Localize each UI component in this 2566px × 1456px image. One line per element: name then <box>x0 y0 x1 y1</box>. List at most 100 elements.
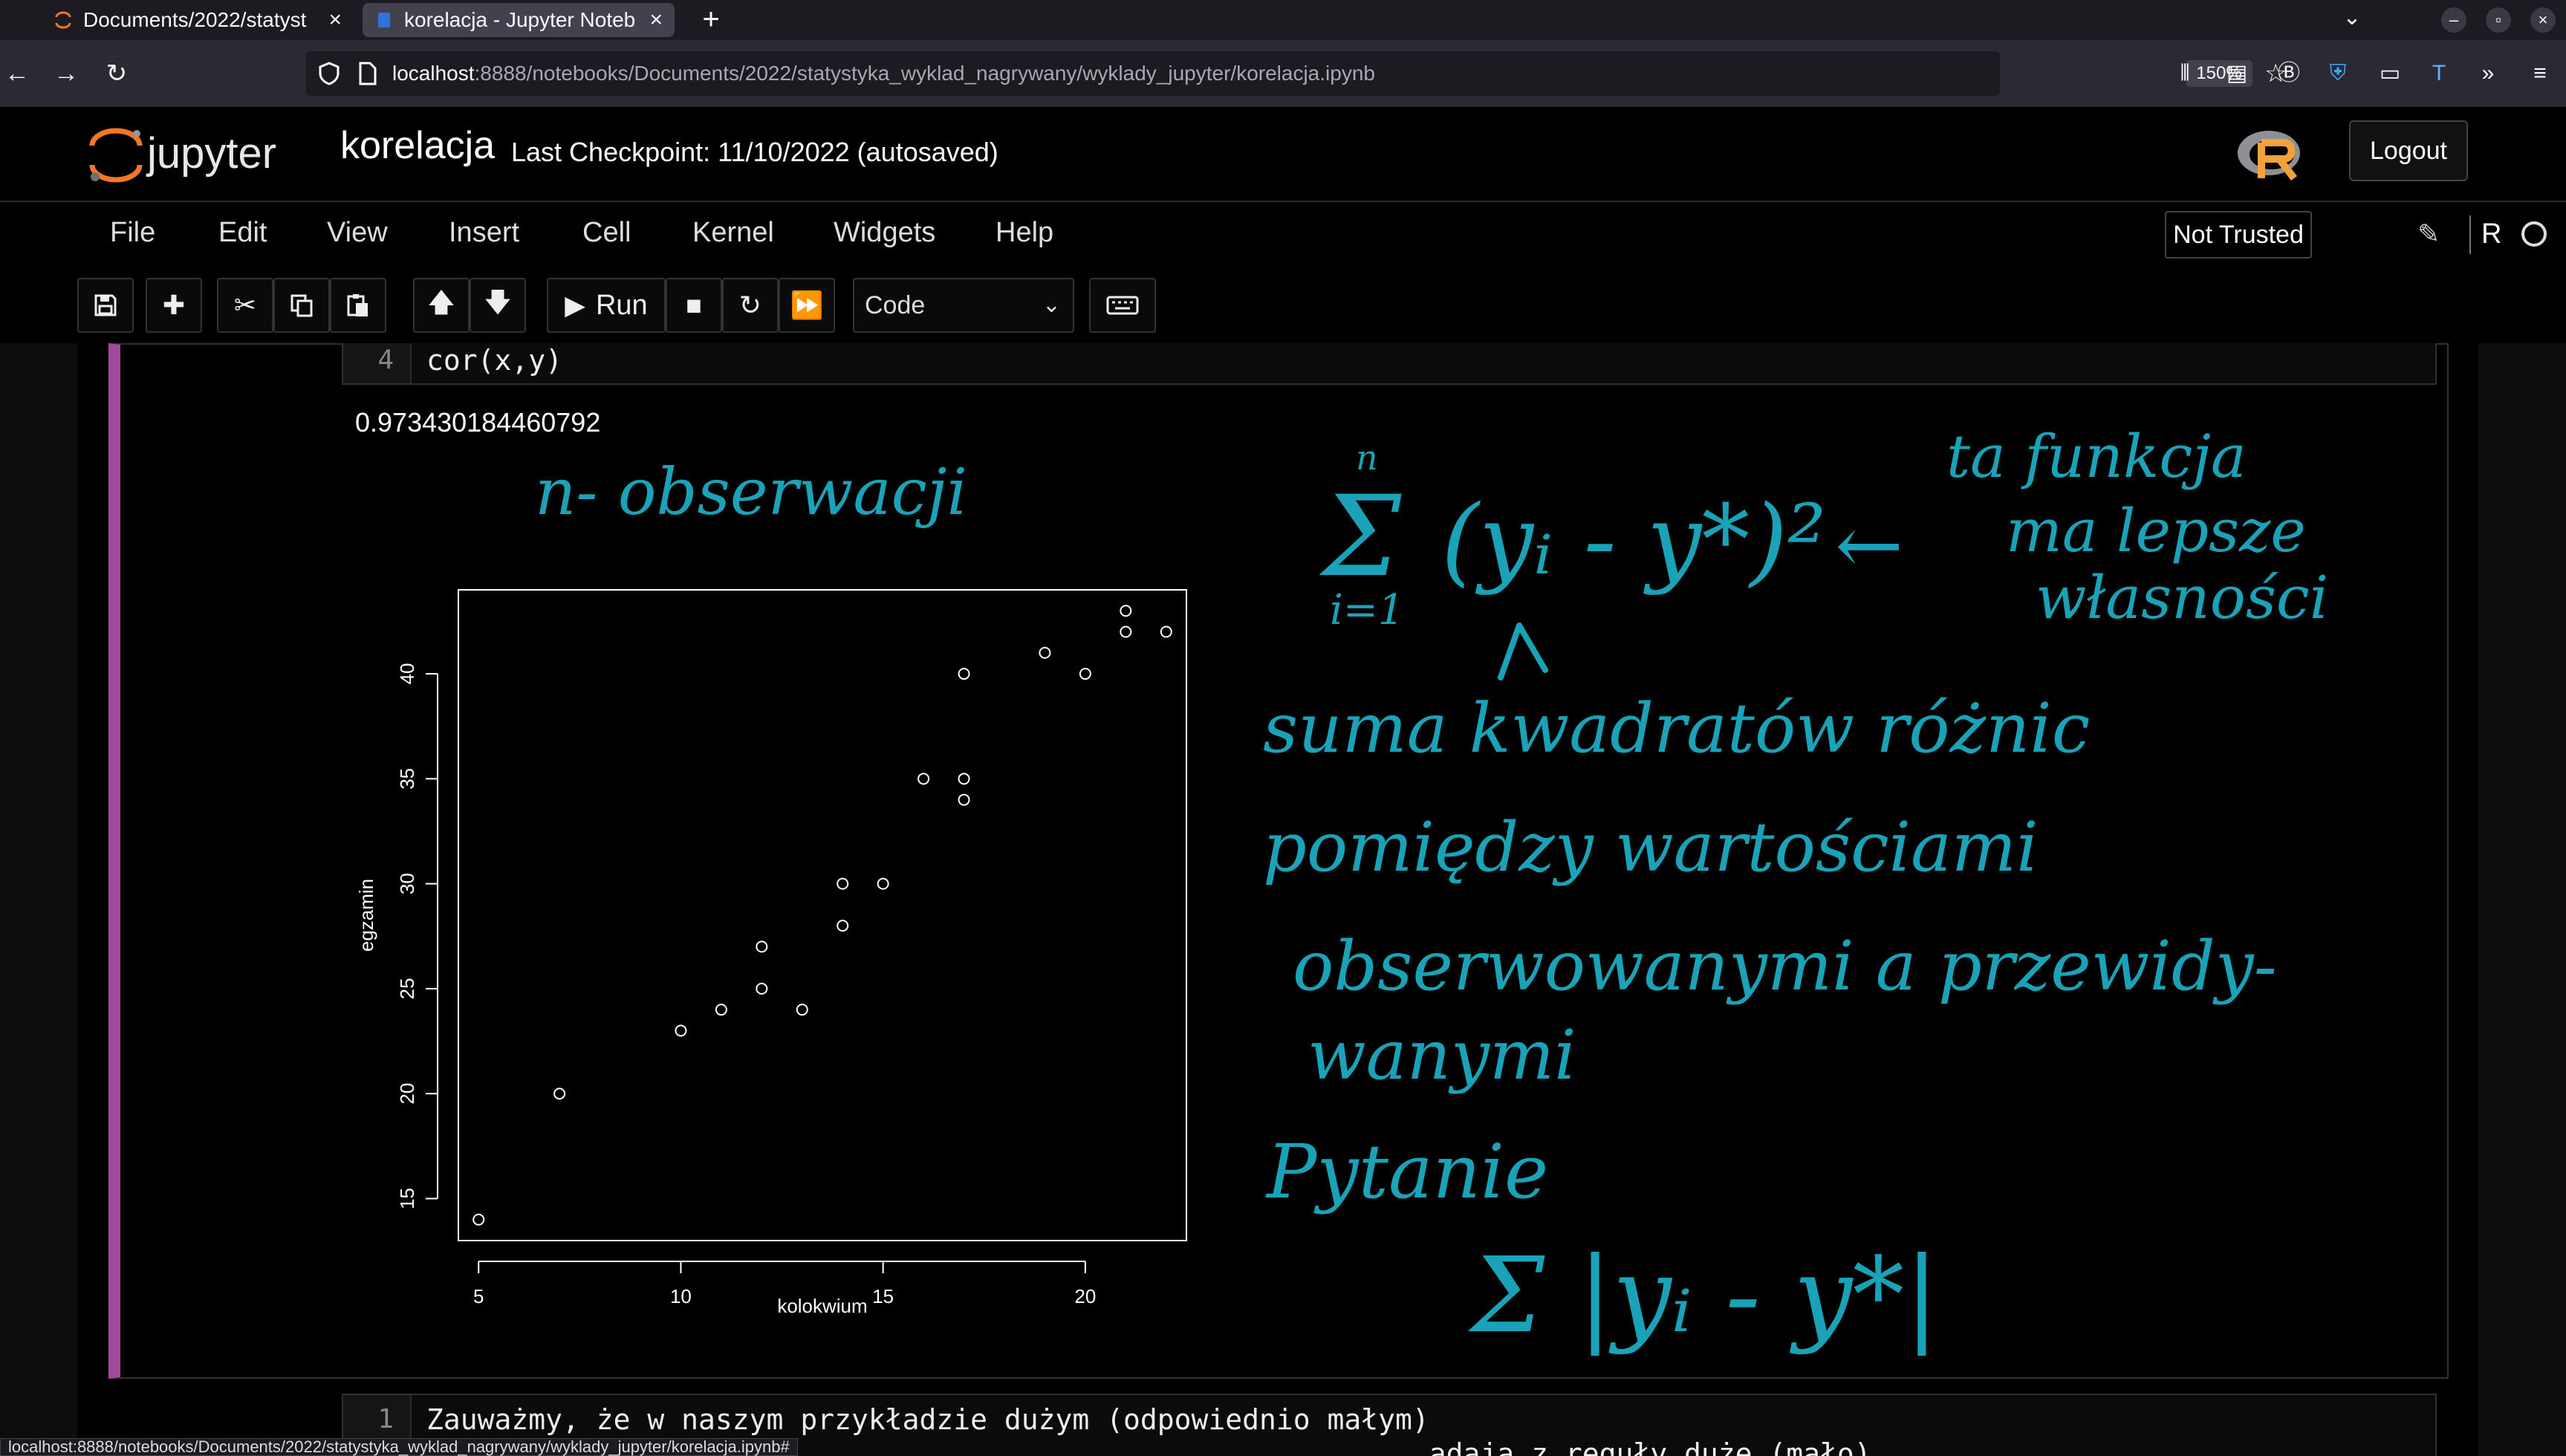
ink-n-observations: n- obserwacji <box>535 455 967 530</box>
menu-cell[interactable]: Cell <box>582 217 631 248</box>
tab-list-chevron-icon[interactable]: ⌄ <box>2342 5 2362 30</box>
y-axis: 15 20 25 30 35 40 <box>396 663 438 1209</box>
run-button[interactable]: ▶ Run <box>547 278 666 333</box>
overflow-chevrons-icon[interactable]: » <box>2481 61 2495 85</box>
menu-edit[interactable]: Edit <box>218 217 267 248</box>
keyboard-icon <box>1106 296 1139 315</box>
menu-view[interactable]: View <box>327 217 388 248</box>
data-points <box>472 605 1172 1226</box>
restart-run-all-button[interactable]: ⏩ <box>779 278 835 333</box>
translate-icon[interactable]: T <box>2432 61 2446 85</box>
scatter-plot: 5 10 15 20 15 20 25 30 35 40 kolokwium egzamin <box>355 589 1187 1317</box>
close-tab-icon[interactable]: × <box>328 7 342 32</box>
y-tick-label: 35 <box>396 768 418 790</box>
line-number: 4 <box>343 343 412 383</box>
tab-label: Documents/2022/statyst <box>83 8 307 31</box>
move-up-button[interactable]: 🡅 <box>413 278 470 333</box>
scatter-point <box>958 668 970 680</box>
close-tab-icon[interactable]: × <box>649 7 663 32</box>
zoom-level-badge[interactable]: 150% <box>2186 60 2252 87</box>
ink-question: Pytanie <box>1265 1128 1548 1215</box>
insert-cell-button[interactable]: ✚ <box>146 278 202 333</box>
code-text[interactable]: cor(x,y) <box>426 344 563 377</box>
forward-arrow-icon[interactable]: → <box>53 59 79 88</box>
plus-icon: ✚ <box>162 290 186 320</box>
hamburger-menu-icon[interactable]: ≡ <box>2533 61 2547 85</box>
copy-button[interactable] <box>273 278 330 333</box>
page-info-icon[interactable] <box>357 61 379 86</box>
scatter-point <box>877 877 889 890</box>
scatter-point <box>1160 625 1172 638</box>
code-text[interactable]: Zauważmy, że w naszym przykładzie dużym … <box>426 1403 1871 1456</box>
url-text[interactable]: localhost:8888/notebooks/Documents/2022/… <box>392 62 1375 85</box>
reload-icon[interactable]: ↻ <box>105 59 128 88</box>
interrupt-button[interactable]: ■ <box>666 278 722 333</box>
tab-documents[interactable]: Documents/2022/statyst × <box>42 3 354 37</box>
scatter-point <box>1120 625 1132 638</box>
back-arrow-icon[interactable]: ← <box>4 59 30 88</box>
menu-help[interactable]: Help <box>995 217 1054 248</box>
paste-icon <box>347 294 368 316</box>
scatter-point <box>1120 605 1132 617</box>
scatter-point <box>958 793 970 806</box>
code-cell-input[interactable]: 4 cor(x,y) <box>342 343 2437 385</box>
checkpoint-status: Last Checkpoint: 11/10/2022 (autosaved) <box>511 137 998 167</box>
url-bar[interactable]: localhost:8888/notebooks/Documents/2022/… <box>306 51 2287 96</box>
scatter-point <box>675 1024 687 1037</box>
cell-type-select[interactable]: Code ⌄ <box>853 278 1074 333</box>
menu-widgets[interactable]: Widgets <box>834 217 936 248</box>
y-tick-label: 25 <box>396 978 418 999</box>
jupyter-header: jupyter korelacja Last Checkpoint: 11/10… <box>0 107 2566 202</box>
x-tick-label: 10 <box>670 1285 692 1307</box>
copy-icon <box>290 294 313 317</box>
privacy-badger-icon[interactable]: ⛨ <box>2329 61 2347 85</box>
notebook-name[interactable]: korelacja <box>340 124 496 167</box>
scatter-point <box>1039 646 1051 659</box>
minimize-window-button[interactable]: – <box>2441 7 2466 33</box>
y-tick-label: 40 <box>396 663 418 685</box>
menu-insert[interactable]: Insert <box>449 217 520 248</box>
not-trusted-button[interactable]: Not Trusted <box>2165 211 2312 259</box>
ink-note-line2: ma lepsze <box>2006 496 2306 565</box>
maximize-window-button[interactable]: ▫ <box>2486 7 2511 33</box>
kernel-separator <box>2469 215 2471 254</box>
jupyter-logo[interactable]: jupyter <box>83 120 321 187</box>
library-icon[interactable]: ⫴ <box>2180 61 2190 85</box>
cut-button[interactable]: ✂ <box>217 278 273 333</box>
tab-label: korelacja - Jupyter Noteb <box>404 8 636 31</box>
url-path: :8888/notebooks/Documents/2022/statystyk… <box>474 62 1375 85</box>
logout-button[interactable]: Logout <box>2349 120 2468 181</box>
handwritten-annotations: n- obserwacji n Σ i=1 (yᵢ - y*)² ← ta fu… <box>535 422 2328 1356</box>
extension-b-icon[interactable]: Ⓑ <box>2278 61 2300 85</box>
bookmark-star-icon[interactable]: ☆ <box>2264 59 2287 88</box>
shield-icon[interactable] <box>316 61 342 86</box>
menu-file[interactable]: File <box>110 217 156 248</box>
x-axis: 5 10 15 20 <box>473 1261 1096 1307</box>
close-window-button[interactable]: × <box>2530 7 2556 33</box>
ink-note-line1: ta funkcja <box>1946 422 2247 491</box>
ink-abs-formula: Σ |yᵢ - y*| <box>1467 1235 1939 1356</box>
new-tab-button[interactable]: + <box>702 3 720 36</box>
arrow-up-icon: 🡅 <box>427 286 455 317</box>
menu-kernel[interactable]: Kernel <box>692 217 774 248</box>
sidebar-icon[interactable]: ▤ <box>2226 61 2248 85</box>
kernel-idle-indicator-icon <box>2521 221 2547 247</box>
right-margin <box>2478 343 2566 1456</box>
scissors-icon: ✂ <box>233 290 257 320</box>
chevron-down-icon: ⌄ <box>1042 293 1061 317</box>
paste-button[interactable] <box>330 278 386 333</box>
save-icon <box>94 294 117 316</box>
command-palette-button[interactable] <box>1089 278 1156 333</box>
y-axis-label: egzamin <box>355 879 377 952</box>
save-button[interactable] <box>77 278 134 333</box>
scatter-point <box>837 920 849 932</box>
reader-icon[interactable]: ▭ <box>2379 61 2401 85</box>
restart-button[interactable]: ↻ <box>722 278 779 333</box>
browser-nav-bar: ← → ↻ localhost:8888/notebooks/Documents… <box>0 40 2566 107</box>
scatter-point <box>715 1004 727 1016</box>
edit-pencil-icon[interactable]: ✎ <box>2417 218 2440 249</box>
ink-arrow-left: ← <box>1835 498 1903 593</box>
x-axis-label: kolokwium <box>777 1295 867 1317</box>
move-down-button[interactable]: 🡇 <box>470 278 526 333</box>
tab-korelacja[interactable]: korelacja - Jupyter Noteb × <box>363 3 675 37</box>
